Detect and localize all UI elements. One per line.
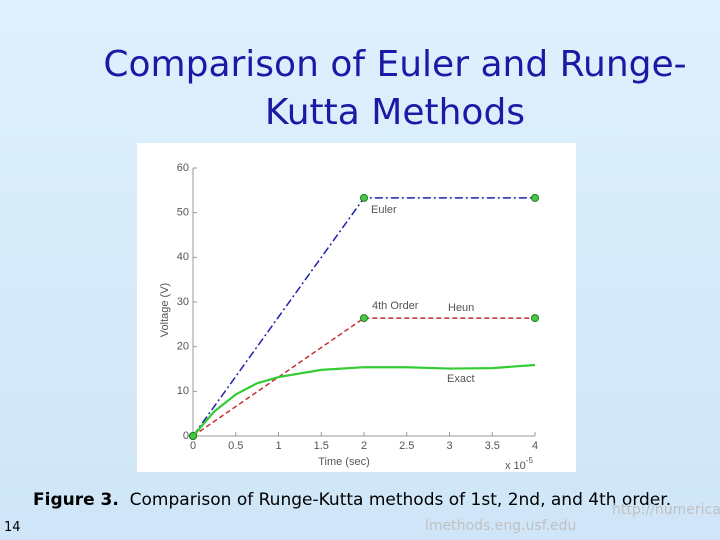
y-tick-label: 0 [183, 430, 189, 442]
x-tick-label: 2.5 [399, 440, 414, 452]
page-number: 14 [4, 520, 21, 535]
y-tick-label: 30 [177, 296, 189, 308]
y-axis-label: Voltage (V) [159, 283, 171, 337]
point [531, 314, 539, 323]
annotation: Exact [447, 373, 475, 385]
y-tick-label: 40 [177, 251, 189, 263]
x-tick-label: 3.5 [485, 440, 500, 452]
point [531, 193, 539, 202]
url: http://numerica [612, 502, 720, 518]
point [360, 193, 368, 202]
y-tick-label: 20 [177, 341, 189, 353]
x-tick-label: 0.5 [228, 440, 243, 452]
chart: 0 10 20 30 40 50 60 0 0.5 1 1.5 2 2.5 3 3.5 4 Time (sec)… [137, 143, 576, 472]
y-tick-label: 60 [177, 162, 189, 174]
x-tick-label: 3 [446, 440, 452, 452]
slide-title: Kutta Methods [264, 92, 526, 133]
x-tick-label: 1.5 [314, 440, 329, 452]
x-tick-label: 4 [532, 440, 538, 452]
y-tick-label: 50 [177, 207, 189, 219]
x-tick-label: 0 [190, 440, 196, 452]
caption-text: Comparison of Runge-Kutta methods of 1st… [129, 490, 672, 510]
x-tick-label: 2 [361, 440, 367, 452]
x-axis-label: Time (sec) [318, 456, 370, 468]
caption: Figure 3. Comparison of Runge-Kutta meth… [33, 490, 671, 510]
annotation: 4th Order [372, 300, 419, 312]
caption-label: Figure 3. [33, 490, 119, 510]
slide-title: Comparison of Euler and Runge- [103, 44, 687, 85]
x-multiplier-exponent: -5 [526, 456, 534, 465]
series-line [192, 363, 536, 437]
series-line [192, 317, 535, 437]
x-multiplier-base: x 10 [505, 460, 526, 472]
x-tick-label: 1 [275, 440, 281, 452]
annotation: Heun [448, 302, 474, 314]
y-tick-label: 10 [177, 385, 189, 397]
annotation: Euler [371, 204, 397, 216]
x-multiplier: x 10-5 [505, 456, 533, 472]
point [360, 314, 368, 323]
url: lmethods.eng.usf.edu [425, 518, 577, 534]
